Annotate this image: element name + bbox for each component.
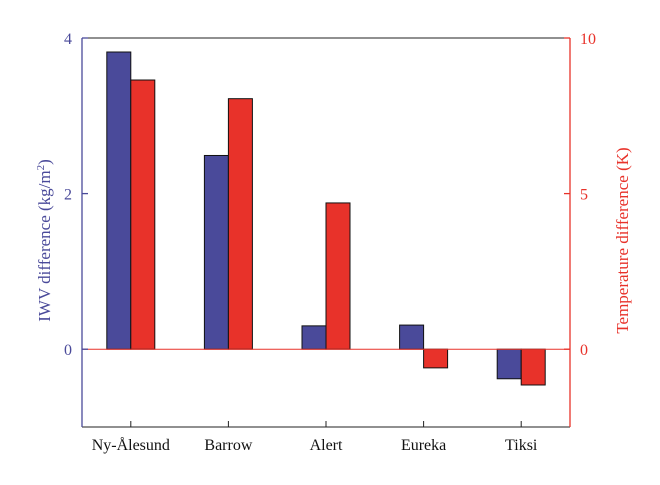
- x-axis-ticks: Ny-Ålesund Barrow Alert Eureka Tiksi: [92, 421, 538, 454]
- right-tick-label: 10: [580, 31, 596, 48]
- right-tick-label: 0: [580, 342, 588, 359]
- left-tick-label: 0: [64, 342, 72, 359]
- temperature-bar-2: [325, 202, 351, 350]
- temperature-bar-3: [423, 348, 449, 369]
- right-axis-ticks: 0 5 10: [564, 31, 596, 359]
- bars-group: [106, 51, 546, 386]
- iwv-bar-4: [496, 348, 522, 380]
- left-axis-ticks: 0 2 4: [64, 31, 88, 359]
- x-tick-label: Alert: [310, 437, 343, 454]
- x-tick-label: Barrow: [204, 437, 252, 454]
- right-tick-label: 5: [580, 187, 588, 204]
- left-tick-label: 4: [64, 31, 72, 48]
- left-tick-label: 2: [64, 187, 72, 204]
- x-tick-label: Eureka: [401, 437, 446, 454]
- iwv-bar-2: [301, 325, 327, 350]
- temperature-bar-0: [130, 79, 156, 350]
- temperature-bar-1: [227, 98, 253, 350]
- x-tick-label: Ny-Ålesund: [92, 436, 170, 454]
- temperature-bar-4: [520, 348, 546, 386]
- left-axis-title: IWV difference (kg/m2): [35, 159, 54, 322]
- iwv-bar-0: [106, 51, 132, 350]
- iwv-bar-1: [203, 154, 229, 350]
- right-axis-title: Temperature difference (K): [613, 147, 632, 333]
- x-tick-label: Tiksi: [505, 437, 538, 454]
- iwv-bar-3: [399, 324, 425, 350]
